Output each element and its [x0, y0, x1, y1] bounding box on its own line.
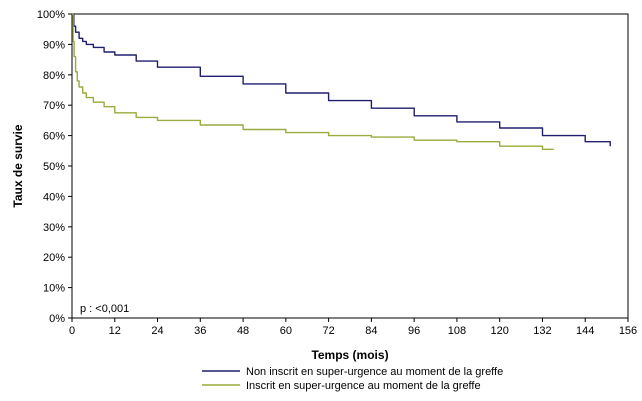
x-tick-label: 120	[491, 325, 509, 337]
y-tick-label: 40%	[43, 191, 65, 203]
x-axis-title: Temps (mois)	[311, 348, 388, 362]
x-tick-label: 72	[322, 325, 334, 337]
p-value-annotation: p : <0,001	[80, 303, 129, 315]
y-tick-label: 90%	[43, 39, 65, 51]
x-tick-label: 132	[533, 325, 551, 337]
x-tick-label: 156	[619, 325, 637, 337]
y-tick-label: 70%	[43, 100, 65, 112]
legend: Non inscrit en super-urgence au moment d…	[202, 366, 503, 392]
x-tick-label: 48	[237, 325, 249, 337]
y-tick-label: 100%	[37, 9, 65, 21]
x-tick-label: 60	[280, 325, 292, 337]
x-tick-label: 12	[109, 325, 121, 337]
x-tick-label: 144	[576, 325, 594, 337]
y-tick-label: 80%	[43, 70, 65, 82]
x-tick-label: 36	[194, 325, 206, 337]
legend-label-inscrit: Inscrit en super-urgence au moment de la…	[246, 380, 481, 392]
x-axis-ticks: 0 12 24 36 48 60 72 84 96 108 120 132 144 156	[69, 318, 637, 337]
x-tick-label: 96	[408, 325, 420, 337]
y-axis-title: Taux de survie	[11, 124, 25, 207]
plot-area	[71, 13, 629, 319]
y-tick-label: 60%	[43, 131, 65, 143]
y-tick-label: 10%	[43, 283, 65, 295]
y-tick-label: 20%	[43, 252, 65, 264]
series-line-0	[72, 13, 611, 147]
y-axis-ticks: 0% 10% 20% 30% 40% 50% 60% 70% 80% 90% 100%	[37, 9, 72, 325]
x-tick-label: 24	[151, 325, 163, 337]
y-tick-label: 30%	[43, 222, 65, 234]
series-lines	[72, 13, 611, 150]
x-tick-label: 84	[365, 325, 377, 337]
y-tick-label: 50%	[43, 161, 65, 173]
legend-label-non-inscrit: Non inscrit en super-urgence au moment d…	[246, 366, 503, 378]
series-line-1	[72, 13, 554, 150]
x-tick-label: 108	[448, 325, 466, 337]
y-tick-label: 0%	[49, 313, 65, 325]
x-tick-label: 0	[69, 325, 75, 337]
